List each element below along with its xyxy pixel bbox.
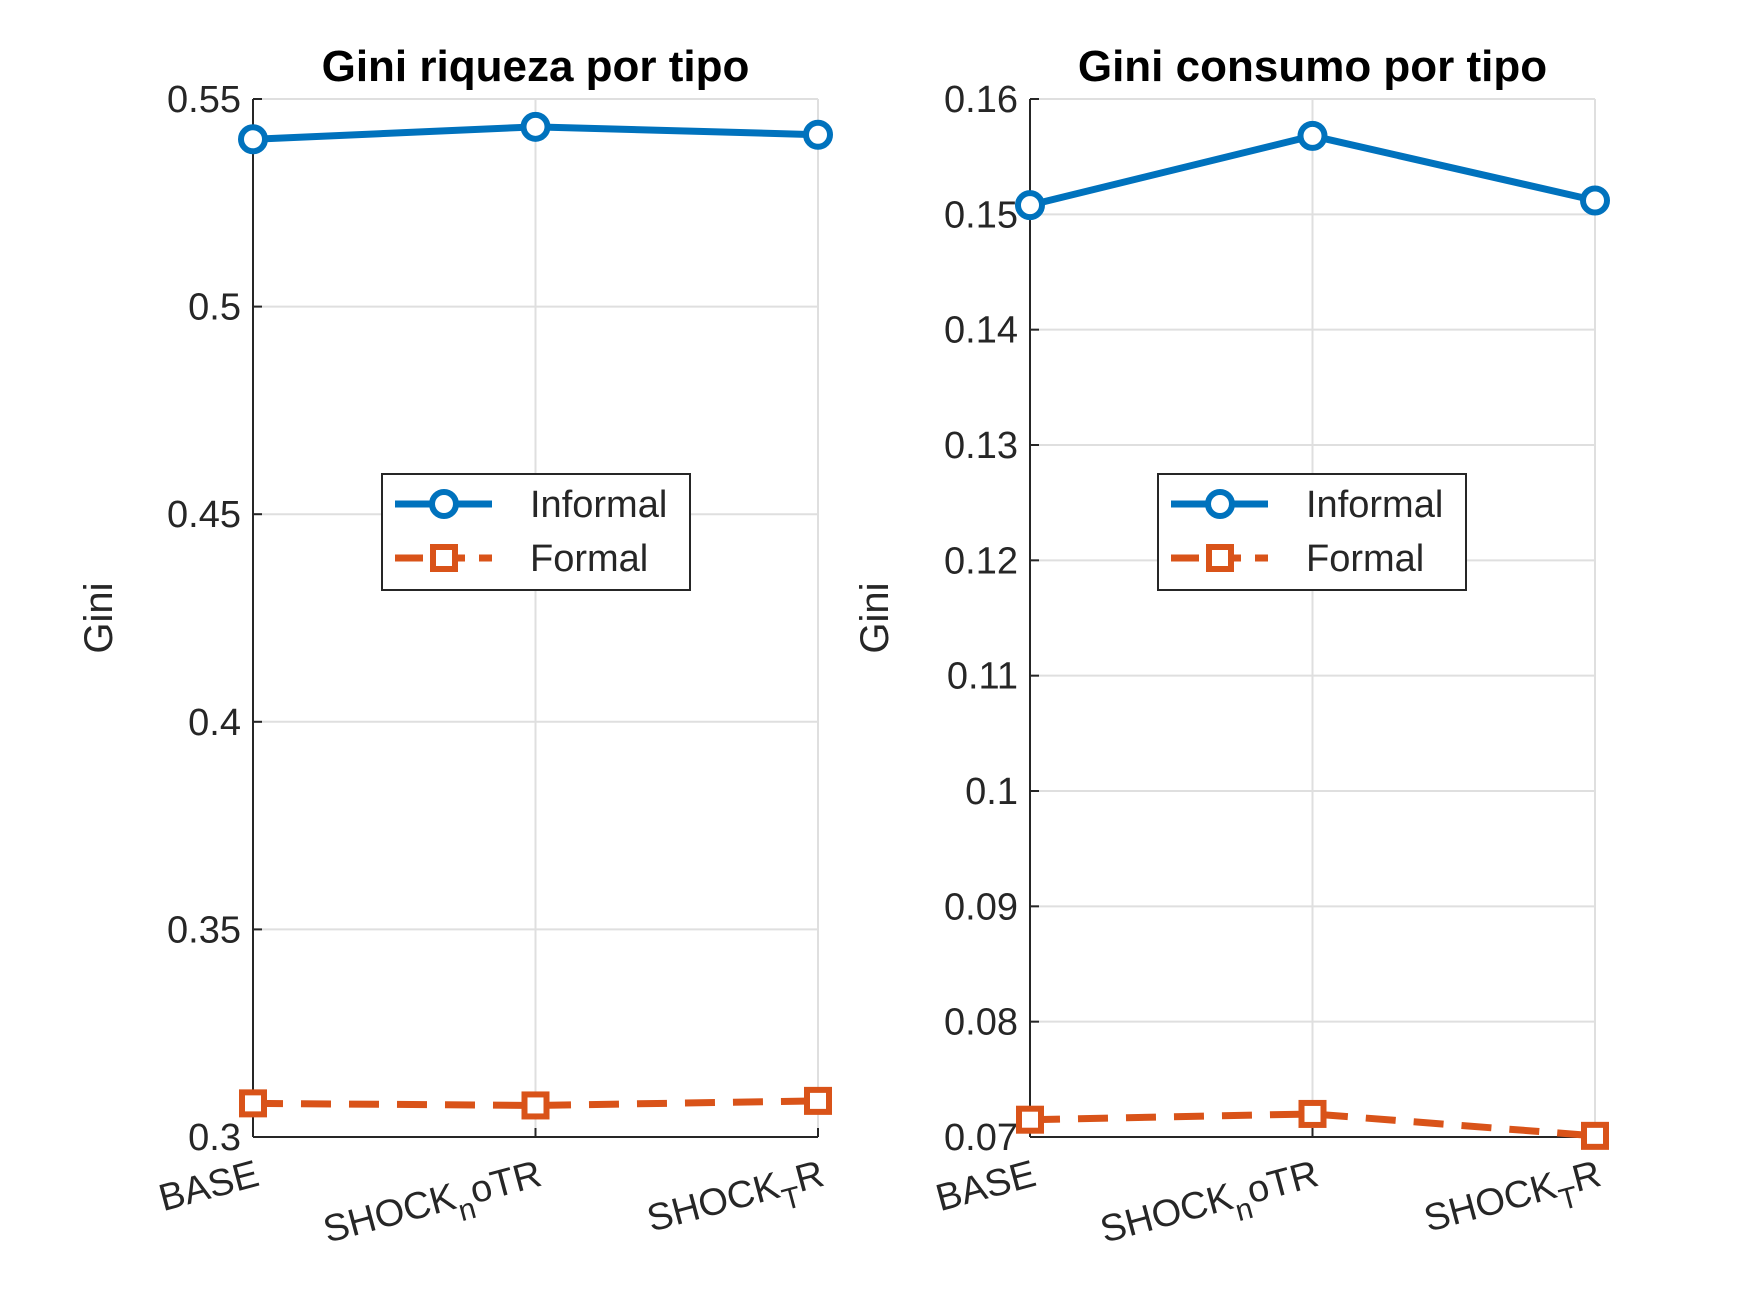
y-tick-label: 0.13 <box>944 425 1018 467</box>
y-tick-label: 0.35 <box>167 909 241 951</box>
data-point-formal <box>521 1091 550 1120</box>
legend-swatch-marker <box>429 489 459 519</box>
data-point-formal <box>804 1086 832 1115</box>
x-tick-label: BASE <box>932 1153 1041 1220</box>
y-tick-label: 0.08 <box>944 1002 1018 1044</box>
x-tick-label: SHOCKnoTR <box>1096 1153 1326 1263</box>
x-tick-label-main: SHOCK <box>1420 1165 1561 1241</box>
y-tick-label: 0.07 <box>944 1117 1018 1159</box>
data-point-informal <box>238 124 268 155</box>
x-tick-label: SHOCKTR <box>643 1153 832 1252</box>
y-tick-label: 0.4 <box>188 702 241 744</box>
data-point-formal <box>1016 1105 1044 1134</box>
y-tick-label: 0.16 <box>944 79 1018 121</box>
data-point-informal <box>1580 185 1610 216</box>
y-tick-label: 0.15 <box>944 194 1018 236</box>
x-tick-label-main: BASE <box>155 1153 264 1220</box>
data-point-formal <box>1298 1099 1327 1128</box>
data-point-informal <box>803 119 833 150</box>
x-tick-label-tail: oTR <box>1243 1153 1323 1212</box>
y-tick-label: 0.09 <box>944 886 1018 928</box>
y-axis-label: Gini <box>77 582 121 653</box>
y-axis-label: Gini <box>853 582 897 653</box>
y-tick-label: 0.45 <box>167 494 241 536</box>
y-tick-label: 0.1 <box>965 771 1018 813</box>
y-tick-label: 0.5 <box>188 287 241 329</box>
y-tick-label: 0.11 <box>947 656 1018 698</box>
data-point-formal <box>239 1089 267 1118</box>
chart-panel-2: 0.07 0.08 0.09 0.1 0.11 0.12 0.13 0.14 0.15 0.16 B… <box>853 42 1610 1263</box>
x-tick-label-main: SHOCK <box>319 1176 460 1252</box>
chart-title: Gini consumo por tipo <box>1078 42 1547 91</box>
data-point-formal <box>1581 1121 1609 1150</box>
legend-label: Formal <box>1306 538 1424 580</box>
chart-panel-1: 0.3 0.35 0.4 0.45 0.5 0.55 BASE SHOCKnoTR SHOCKT… <box>77 42 833 1263</box>
x-tick-label-main: SHOCK <box>1096 1176 1237 1252</box>
x-tick-label: BASE <box>155 1153 264 1220</box>
legend: Informal Formal <box>1157 473 1467 591</box>
x-tick-label: SHOCKnoTR <box>319 1153 549 1263</box>
legend-swatch-marker <box>430 544 458 572</box>
y-tick-label: 0.14 <box>944 310 1018 352</box>
legend: Informal Formal <box>381 473 691 591</box>
y-tick-label: 0.55 <box>167 79 241 121</box>
legend-label: Informal <box>530 484 667 526</box>
legend-label: Informal <box>1306 484 1443 526</box>
x-tick-label: SHOCKTR <box>1420 1153 1609 1252</box>
x-tick-label-main: SHOCK <box>643 1165 784 1241</box>
x-tick-label-main: BASE <box>932 1153 1041 1220</box>
data-point-informal <box>1297 120 1328 151</box>
chart-title: Gini riqueza por tipo <box>322 42 750 91</box>
x-tick-label-tail: oTR <box>466 1153 546 1212</box>
data-point-informal <box>1015 190 1045 221</box>
legend-swatch-marker <box>1205 489 1235 519</box>
legend-label: Formal <box>530 538 648 580</box>
legend-swatch-marker <box>1206 544 1234 572</box>
y-tick-label: 0.3 <box>188 1117 241 1159</box>
y-tick-label: 0.12 <box>944 540 1018 582</box>
data-point-informal <box>520 111 551 142</box>
